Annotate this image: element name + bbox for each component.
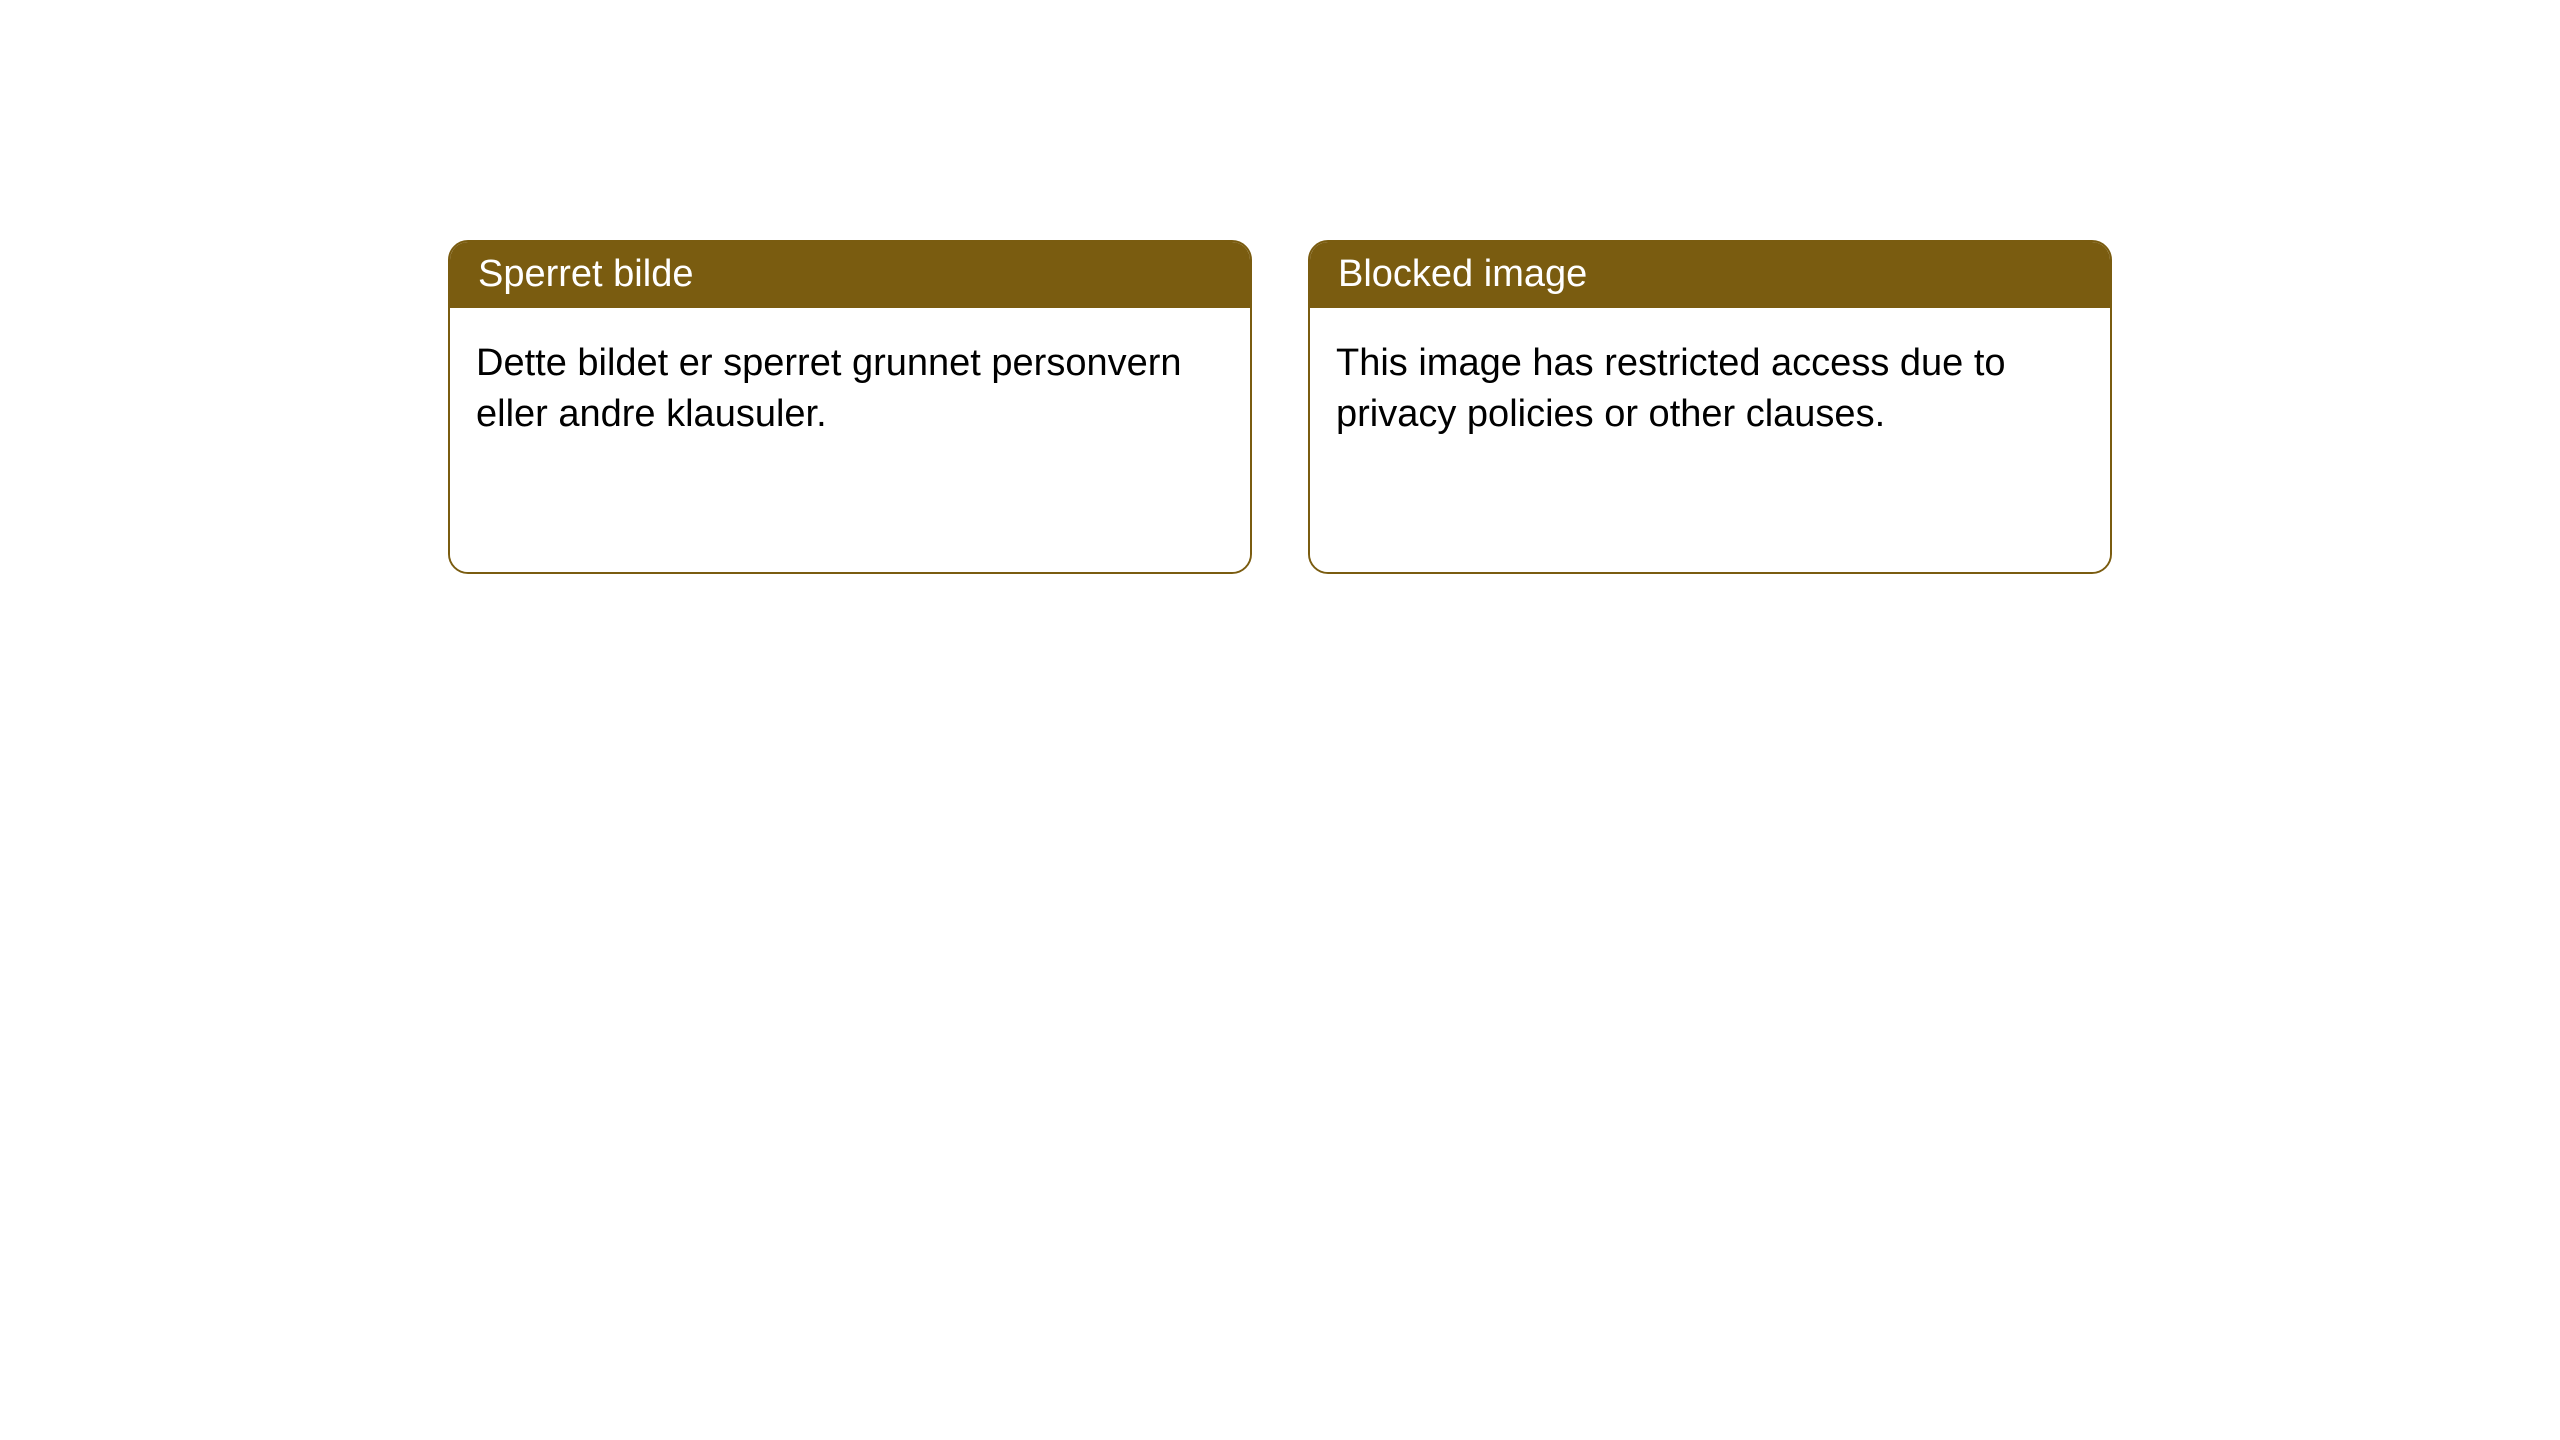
notice-card-english: Blocked image This image has restricted … xyxy=(1308,240,2112,574)
notice-header-english: Blocked image xyxy=(1310,242,2110,308)
notice-body-english: This image has restricted access due to … xyxy=(1310,308,2110,572)
notice-body-norwegian: Dette bildet er sperret grunnet personve… xyxy=(450,308,1250,572)
notice-header-norwegian: Sperret bilde xyxy=(450,242,1250,308)
notice-card-norwegian: Sperret bilde Dette bildet er sperret gr… xyxy=(448,240,1252,574)
notice-container: Sperret bilde Dette bildet er sperret gr… xyxy=(0,0,2560,574)
